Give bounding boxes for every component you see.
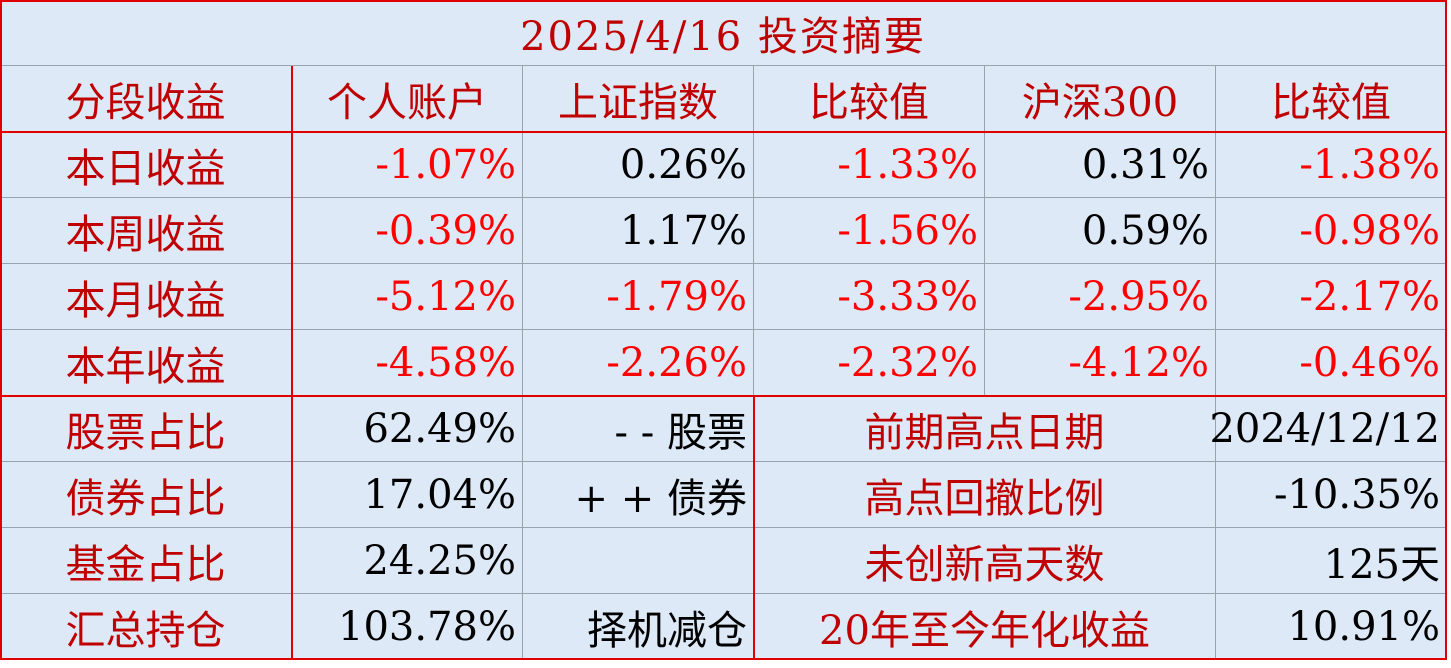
holding-note <box>523 528 754 594</box>
column-header: 沪深300 <box>985 66 1216 132</box>
return-value: -1.07% <box>292 132 523 198</box>
return-value: -2.26% <box>523 330 754 396</box>
column-header: 上证指数 <box>523 66 754 132</box>
border-line <box>291 66 293 660</box>
return-value: -4.58% <box>292 330 523 396</box>
holding-label: 基金占比 <box>0 528 292 594</box>
row-label: 本日收益 <box>0 132 292 198</box>
return-value: -0.46% <box>1216 330 1447 396</box>
border-line <box>0 658 1447 660</box>
border-line <box>1445 0 1447 660</box>
metric-value: -10.35% <box>1216 462 1447 528</box>
return-value: -2.95% <box>985 264 1216 330</box>
metric-value: 2024/12/12 <box>1209 396 1447 462</box>
metric-label: 前期高点日期 <box>754 396 1216 462</box>
border-line <box>0 0 2 660</box>
return-value: 0.31% <box>985 132 1216 198</box>
return-value: -1.33% <box>754 132 985 198</box>
holding-note: - - 股票 <box>523 396 754 462</box>
border-line <box>0 131 1447 133</box>
metric-label: 未创新高天数 <box>754 528 1216 594</box>
metric-label: 20年至今年化收益 <box>754 594 1216 660</box>
holding-value: 62.49% <box>292 396 523 462</box>
metric-value: 10.91% <box>1216 594 1447 660</box>
return-value: -4.12% <box>985 330 1216 396</box>
row-label: 本年收益 <box>0 330 292 396</box>
row-label: 本周收益 <box>0 198 292 264</box>
return-value: -0.39% <box>292 198 523 264</box>
metric-label: 高点回撤比例 <box>754 462 1216 528</box>
return-value: -1.56% <box>754 198 985 264</box>
holding-value: 17.04% <box>292 462 523 528</box>
holding-value: 24.25% <box>292 528 523 594</box>
return-value: -5.12% <box>292 264 523 330</box>
holding-label: 股票占比 <box>0 396 292 462</box>
column-header: 比较值 <box>1216 66 1447 132</box>
return-value: -1.79% <box>523 264 754 330</box>
return-value: -2.32% <box>754 330 985 396</box>
holding-label: 汇总持仓 <box>0 594 292 660</box>
holding-value: 103.78% <box>292 594 523 660</box>
column-header: 比较值 <box>754 66 985 132</box>
column-header: 分段收益 <box>0 66 292 132</box>
return-value: -2.17% <box>1216 264 1447 330</box>
row-label: 本月收益 <box>0 264 292 330</box>
border-line <box>0 0 1447 2</box>
border-line <box>753 396 755 660</box>
border-line <box>0 395 1447 397</box>
holding-note: + + 债券 <box>523 462 754 528</box>
holding-note: 择机减仓 <box>523 594 754 660</box>
metric-value: 125天 <box>1216 528 1447 594</box>
column-header: 个人账户 <box>292 66 523 132</box>
return-value: -1.38% <box>1216 132 1447 198</box>
holding-label: 债券占比 <box>0 462 292 528</box>
return-value: 1.17% <box>523 198 754 264</box>
return-value: 0.59% <box>985 198 1216 264</box>
return-value: -3.33% <box>754 264 985 330</box>
return-value: 0.26% <box>523 132 754 198</box>
return-value: -0.98% <box>1216 198 1447 264</box>
title: 2025/4/16 投资摘要 <box>0 0 1447 66</box>
